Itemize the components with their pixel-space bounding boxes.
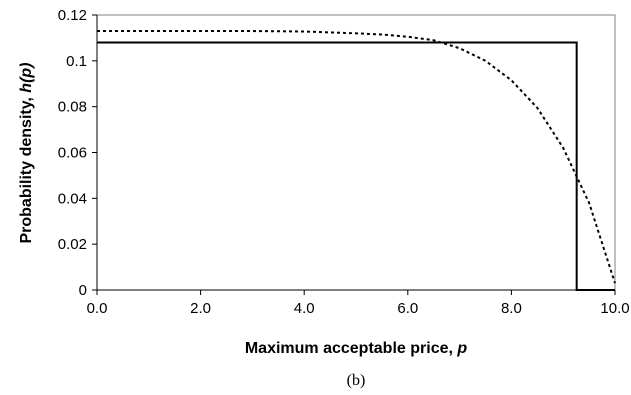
x-tick-label: 10.0 bbox=[600, 300, 629, 317]
series-group bbox=[96, 30, 616, 291]
x-tick-label: 4.0 bbox=[294, 300, 315, 317]
y-axis-title: Probability density, h(p) bbox=[18, 62, 35, 243]
series-1-point bbox=[458, 47, 460, 49]
series-1-point bbox=[96, 30, 98, 32]
series-0-point bbox=[575, 289, 577, 291]
y-tick-label: 0.12 bbox=[58, 7, 87, 24]
series-0-point bbox=[575, 41, 577, 43]
y-tick-label: 0.04 bbox=[58, 190, 87, 207]
series-1-point bbox=[407, 36, 409, 38]
series-1-point bbox=[510, 79, 512, 81]
x-tick-label: 6.0 bbox=[397, 300, 418, 317]
series-1-point bbox=[433, 39, 435, 41]
x-tick-label: 0.0 bbox=[87, 300, 108, 317]
y-tick-label: 0 bbox=[79, 282, 87, 299]
y-tick-label: 0.08 bbox=[58, 99, 87, 116]
series-line-solid bbox=[97, 41, 615, 291]
series-1-point bbox=[588, 202, 590, 204]
series-1-point bbox=[484, 60, 486, 62]
series-1-point bbox=[251, 30, 253, 32]
plot-area bbox=[96, 14, 616, 291]
series-line-dotted bbox=[97, 30, 616, 284]
series-0-point bbox=[614, 289, 616, 291]
figure-caption: (b) bbox=[347, 372, 366, 389]
series-1-point bbox=[614, 282, 616, 284]
series-1-point bbox=[562, 147, 564, 149]
y-tick-label: 0.02 bbox=[58, 236, 87, 253]
series-1-point bbox=[148, 30, 150, 32]
x-tick-label: 2.0 bbox=[190, 300, 211, 317]
series-1-point bbox=[536, 107, 538, 109]
series-0-point bbox=[96, 41, 98, 43]
y-tick-label: 0.06 bbox=[58, 145, 87, 162]
axis-ticks: 0 0.02 0.04 0.06 0.08 0.1 0.12 0.0 2.0 4.0 6.0 8.0 1… bbox=[58, 7, 630, 317]
series-1-point bbox=[381, 33, 383, 35]
series-1-point bbox=[355, 32, 357, 34]
plot-frame bbox=[96, 14, 616, 291]
series-1-point bbox=[303, 30, 305, 32]
series-1-point bbox=[199, 30, 201, 32]
y-tick-label: 0.1 bbox=[66, 53, 87, 70]
x-axis-title: Maximum acceptable price, p bbox=[245, 340, 468, 357]
x-tick-label: 8.0 bbox=[501, 300, 522, 317]
